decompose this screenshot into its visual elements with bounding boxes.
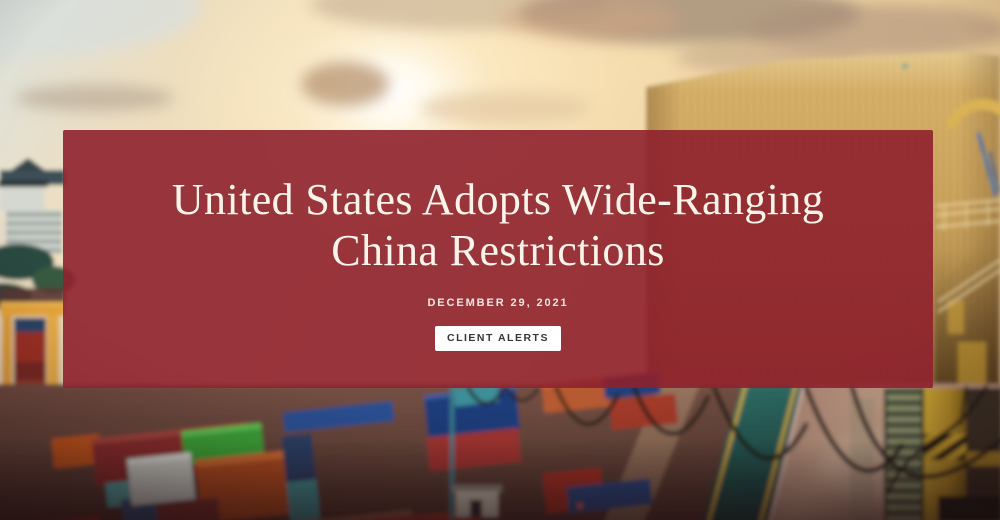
- article-date: DECEMBER 29, 2021: [427, 297, 569, 309]
- article-title: United States Adopts Wide-Ranging China …: [172, 174, 824, 276]
- category-badge-client-alerts[interactable]: CLIENT ALERTS: [435, 326, 561, 351]
- article-hero-card: United States Adopts Wide-Ranging China …: [63, 130, 933, 388]
- article-title-line-1: United States Adopts Wide-Ranging: [171, 175, 825, 224]
- article-title-line-2: China Restrictions: [331, 226, 665, 275]
